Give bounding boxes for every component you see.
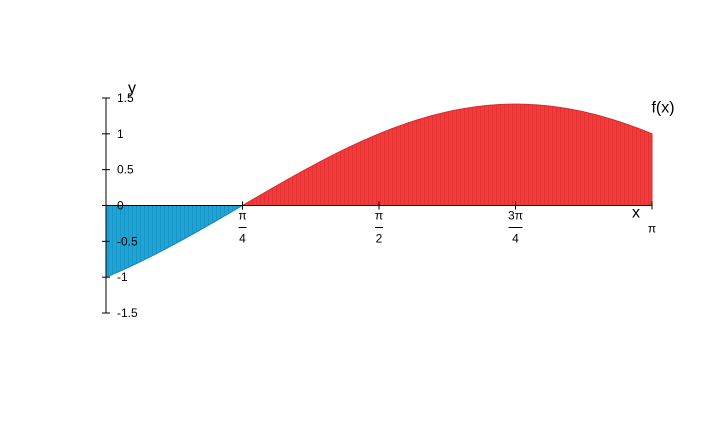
y-tick-label: 1.5 (117, 91, 134, 105)
y-axis-title: y (128, 80, 136, 97)
x-tick-label-denominator: 4 (239, 232, 246, 246)
y-tick-label: -1 (117, 270, 128, 284)
x-tick-label-denominator: 4 (512, 232, 519, 246)
x-tick-label-numerator: 3π (508, 209, 523, 223)
negative-area (105, 205, 243, 278)
y-tick-label: 0 (117, 199, 124, 213)
x-tick-label-numerator: π (375, 209, 383, 223)
y-tick-label: -1.5 (117, 306, 138, 320)
x-axis-title: x (632, 205, 640, 222)
y-tick-label: 0.5 (117, 163, 134, 177)
x-tick-label-denominator: 2 (376, 232, 383, 246)
positive-area (241, 103, 653, 207)
x-tick-label-numerator: π (238, 209, 246, 223)
y-tick-label: 1 (117, 127, 124, 141)
y-tick-label: -0.5 (117, 234, 138, 248)
function-label: f(x) (651, 99, 674, 116)
x-tick-label: π (648, 222, 656, 236)
